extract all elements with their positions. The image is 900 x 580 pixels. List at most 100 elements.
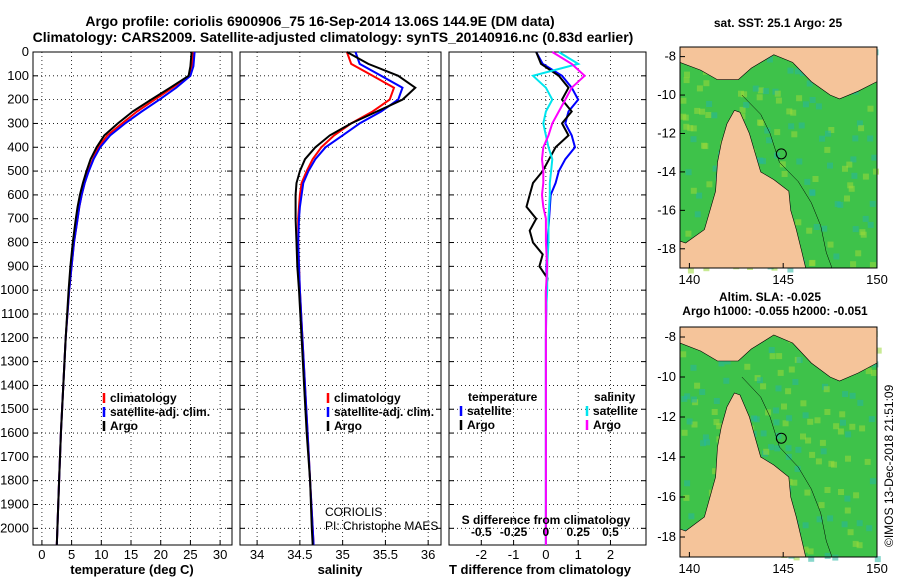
sla-map-sea-cell bbox=[716, 423, 723, 430]
sst-map-sea-cell bbox=[819, 135, 826, 142]
sla-map-sea-cell bbox=[768, 444, 775, 451]
sst-map-sea-cell bbox=[756, 94, 763, 101]
sla-map-sea-cell bbox=[807, 418, 814, 425]
sla-map-sea-cell bbox=[827, 515, 834, 522]
sst-map-sea-cell bbox=[774, 90, 781, 97]
sla-map-sea-cell bbox=[824, 552, 831, 559]
sst-map-land-new-guinea bbox=[679, 46, 878, 100]
sst-map-sea-cell bbox=[757, 87, 764, 94]
depth-tick-label: 400 bbox=[7, 139, 29, 154]
sst-map-sea-cell bbox=[685, 230, 692, 237]
difference-top-label: S difference from climatology bbox=[462, 513, 631, 527]
sst-map-sea-cell bbox=[821, 225, 828, 232]
sst-map-panel: 140 145 150 -8 -10 -12 -14 -16 -18 sat. SST: 25.1… bbox=[657, 16, 888, 287]
sst-map-sea-cell bbox=[867, 221, 874, 228]
sst-map-sea-cell bbox=[833, 253, 840, 260]
sla-map-sea-cell bbox=[786, 415, 793, 422]
sst-map-sea-cell bbox=[850, 156, 857, 163]
sst-map-sea-cell bbox=[690, 136, 697, 143]
sla-map-sea-cell bbox=[837, 428, 844, 435]
depth-tick-label: 300 bbox=[7, 115, 29, 130]
sst-map-sea-cell bbox=[796, 158, 803, 165]
difference-tick-label-t: 1 bbox=[575, 547, 582, 562]
sst-map-frame bbox=[679, 46, 878, 269]
sst-map-sea-cell bbox=[766, 56, 773, 63]
sst-map-sea-cell bbox=[694, 107, 701, 114]
title-line-2: Climatology: CARS2009. Satellite-adjuste… bbox=[33, 29, 634, 45]
sst-map-sea-cell bbox=[741, 91, 748, 98]
sst-map-sea-cell bbox=[699, 108, 706, 115]
difference-series-s-argo bbox=[540, 51, 587, 545]
sst-map-shelf-contour bbox=[741, 94, 833, 269]
sst-map-sea-cell bbox=[809, 97, 816, 103]
sla-map-sea-cell bbox=[680, 351, 687, 358]
sla-map-sea-cell bbox=[802, 522, 809, 529]
depth-tick-label: 2000 bbox=[0, 520, 29, 535]
sst-map-sea-cell bbox=[786, 108, 793, 115]
salinity-panel: 34 34.5 35 35.5 36 salinity climatologysatelli… bbox=[239, 51, 442, 577]
sst-map-sea-cell bbox=[781, 171, 788, 177]
sla-map-sea-cell bbox=[865, 368, 872, 375]
sla-map-shelf-contour bbox=[741, 376, 833, 558]
watermark-text: ©IMOS 13-Dec-2018 21:51:09 bbox=[882, 384, 896, 547]
depth-tick-label: 1200 bbox=[0, 330, 29, 345]
depth-tick-label: 1300 bbox=[0, 354, 29, 369]
sst-map-sea-cell bbox=[867, 135, 874, 142]
sst-map-sea-cell bbox=[739, 106, 746, 113]
sla-map-sea-cell bbox=[691, 421, 698, 428]
legend-label: satellite-adj. clim. bbox=[334, 405, 434, 419]
depth-tick-label: 1100 bbox=[1, 306, 29, 321]
sst-map-sea-cell bbox=[844, 195, 850, 202]
sla-map-sea-cell bbox=[704, 439, 710, 446]
sla-map-sea-cell bbox=[681, 429, 688, 436]
sla-map-sea-cell bbox=[807, 548, 814, 555]
sla-map-frame bbox=[679, 326, 878, 558]
salinity-tick-label-x: 36 bbox=[421, 547, 435, 562]
sla-map-sea-cell bbox=[776, 353, 783, 360]
sst-map-sea-cell bbox=[757, 157, 764, 164]
sla-map-sea-cell bbox=[816, 516, 823, 523]
sst-map-sea-cell bbox=[696, 192, 703, 199]
sla-map-sea-cell bbox=[775, 432, 782, 439]
sla-map-sea-cell bbox=[699, 389, 706, 395]
sst-map-sea-cell bbox=[825, 130, 831, 137]
sla-map-sea-cell bbox=[842, 391, 849, 398]
sst-map-sea-cell bbox=[683, 123, 690, 130]
sla-map-sea-cell bbox=[818, 502, 825, 509]
sst-map-sea-cell bbox=[852, 135, 859, 142]
sla-map-sea-cell bbox=[874, 556, 881, 563]
sst-map-sea-cell bbox=[806, 80, 813, 87]
sst-map-sea-cell bbox=[796, 95, 803, 102]
sst-map-sea-cell bbox=[802, 101, 809, 108]
sst-map-sea-cell bbox=[687, 267, 694, 274]
sla-map-sea-cell bbox=[768, 347, 775, 353]
sst-map-sea-cell bbox=[827, 162, 833, 169]
sla-map-sea-cell bbox=[839, 411, 846, 418]
sla-map-sea-cell bbox=[686, 418, 693, 425]
sla-map-tick-label-x: 145 bbox=[772, 561, 794, 576]
salinity-tick-label-x: 35.5 bbox=[373, 547, 398, 562]
sla-map-sea-cell bbox=[711, 409, 718, 415]
sst-map-sea-cell bbox=[790, 109, 797, 116]
temperature-panel: 0 5 10 15 20 25 300100200300400500600700800900… bbox=[0, 44, 233, 577]
sla-map-sea-cell bbox=[774, 445, 781, 452]
sla-map-sea-cell bbox=[853, 492, 860, 499]
sla-map-sea-cell bbox=[869, 478, 876, 485]
sst-map-sea-cell bbox=[703, 80, 710, 87]
difference-tick-label-t: -2 bbox=[476, 547, 488, 562]
depth-tick-label: 800 bbox=[7, 235, 29, 250]
sla-map-sea-cell bbox=[684, 480, 691, 487]
sla-map-sea-cell bbox=[712, 468, 719, 475]
sst-map-title: sat. SST: 25.1 Argo: 25 bbox=[714, 16, 843, 30]
sla-map-sea-cell bbox=[794, 465, 801, 472]
sla-map-sea-cell bbox=[833, 423, 840, 430]
sst-map-sea-cell bbox=[828, 127, 835, 133]
sla-map-sea-cell bbox=[805, 437, 812, 444]
sst-map-sea-cell bbox=[869, 262, 876, 269]
temperature-xlabel: temperature (deg C) bbox=[70, 562, 194, 577]
temperature-tick-label-x: 0 bbox=[38, 547, 45, 562]
sla-map-sea-cell bbox=[838, 489, 844, 495]
sla-map-sea-cell bbox=[690, 396, 697, 403]
sla-map-sea-cell bbox=[792, 379, 799, 385]
